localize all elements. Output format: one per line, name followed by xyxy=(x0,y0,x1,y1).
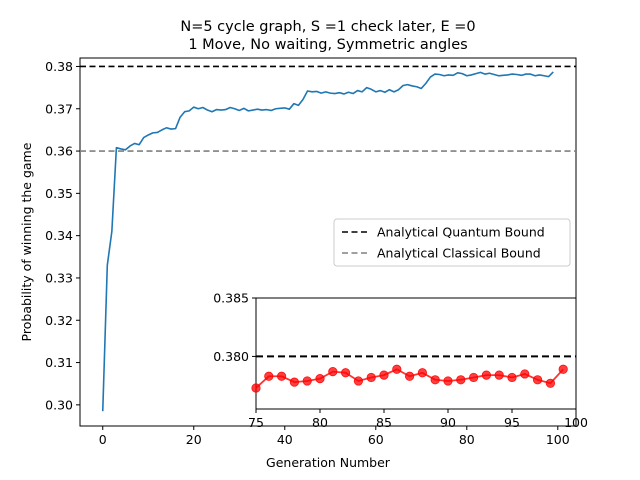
inset-data-point xyxy=(430,375,440,385)
inset-data-point xyxy=(251,383,261,393)
legend-quantum-label: Analytical Quantum Bound xyxy=(377,225,545,240)
y-axis-label: Probability of winning the game xyxy=(19,142,34,341)
inset-data-point xyxy=(494,370,504,380)
y-tick-label: 0.31 xyxy=(45,355,73,370)
x-tick-label: 60 xyxy=(368,432,384,447)
inset-data-point xyxy=(507,372,517,383)
inset-data-point xyxy=(379,370,389,380)
inset-data-point xyxy=(443,376,453,386)
inset-data-point xyxy=(264,371,274,381)
inset-data-point xyxy=(532,375,543,385)
inset-data-point xyxy=(315,374,325,384)
y-tick-label: 0.30 xyxy=(45,397,73,412)
inset-data-point xyxy=(392,364,402,374)
x-tick-label: 80 xyxy=(459,432,475,447)
inset-data-point xyxy=(417,368,427,378)
inset-x-tick-label: 85 xyxy=(376,415,392,430)
inset-data-point xyxy=(289,377,299,387)
inset-x-tick-label: 80 xyxy=(312,415,328,430)
inset-data-point xyxy=(353,376,363,386)
y-tick-label: 0.35 xyxy=(45,186,73,201)
inset-frame xyxy=(255,297,577,410)
inset-data-point xyxy=(366,372,376,383)
inset-x-tick-label: 95 xyxy=(504,415,520,430)
inset-data-point xyxy=(456,375,466,385)
chart-title-line2: 1 Move, No waiting, Symmetric angles xyxy=(188,37,467,53)
inset-data-point xyxy=(276,371,287,381)
y-tick-label: 0.34 xyxy=(45,228,73,243)
inset-data-point xyxy=(545,378,556,388)
x-tick-label: 40 xyxy=(277,432,293,447)
inset-x-tick-label: 100 xyxy=(564,415,588,430)
x-tick-label: 20 xyxy=(186,432,202,447)
inset-plot: 75 80 85 90 95 100 0.380 0.385 xyxy=(213,291,588,431)
y-tick-label: 0.37 xyxy=(45,101,73,116)
inset-data-point xyxy=(520,369,530,379)
x-axis-label: Generation Number xyxy=(266,455,391,470)
inset-data-point xyxy=(404,371,415,381)
x-tick-label: 0 xyxy=(99,432,107,447)
y-tick-label: 0.36 xyxy=(45,144,73,159)
inset-x-tick-label: 75 xyxy=(248,415,264,430)
inset-data-point xyxy=(302,376,312,386)
probability-series-line xyxy=(101,71,554,412)
legend-box xyxy=(333,218,571,267)
inset-y-tick-label: 0.385 xyxy=(213,291,249,306)
inset-data-point xyxy=(481,370,491,380)
inset-x-tick-label: 90 xyxy=(440,415,456,430)
legend: Analytical Quantum Bound Analytical Class… xyxy=(333,218,571,267)
x-tick-label: 100 xyxy=(546,432,570,447)
inset-data-point xyxy=(328,367,338,377)
inset-data-point xyxy=(558,364,568,374)
y-tick-label: 0.32 xyxy=(45,313,73,328)
inset-data-point xyxy=(468,372,479,383)
main-plot: 0 20 40 60 80 100 0.30 0.31 0.32 0.33 0.34 0.35 0.36… xyxy=(45,57,577,447)
inset-y-tick-label: 0.380 xyxy=(213,349,249,364)
y-tick-label: 0.38 xyxy=(45,59,73,74)
plot-frame xyxy=(79,57,577,427)
y-tick-label: 0.33 xyxy=(45,270,73,285)
inset-data-point xyxy=(340,368,351,378)
chart-title-line1: N=5 cycle graph, S =1 check later, E =0 xyxy=(180,19,475,35)
legend-classical-label: Analytical Classical Bound xyxy=(377,246,541,261)
